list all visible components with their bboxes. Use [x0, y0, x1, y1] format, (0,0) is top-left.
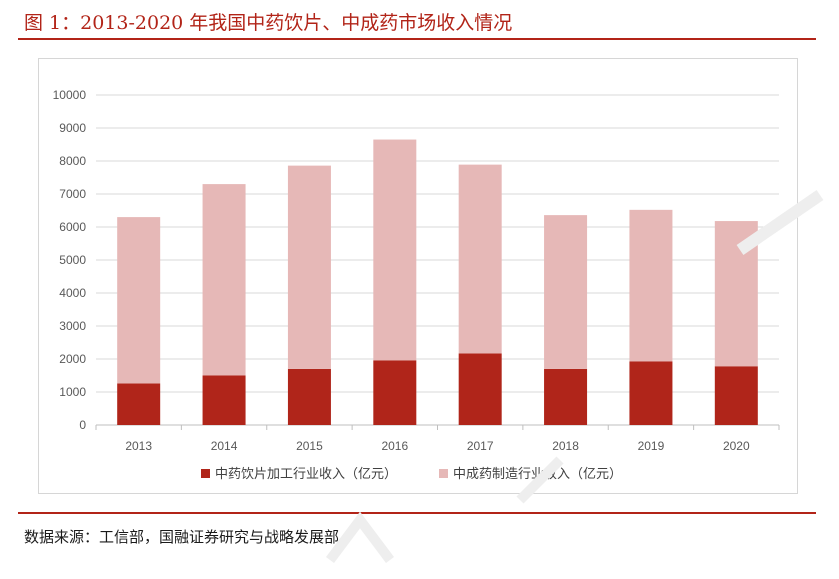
legend-swatch-decoction-pieces	[201, 469, 210, 478]
bar-segment-patent-medicine	[117, 217, 161, 384]
source-note: 数据来源：工信部，国融证券研究与战略发展部	[24, 528, 340, 546]
bar-segment-decoction-pieces	[117, 383, 161, 425]
y-tick-label: 0	[79, 418, 86, 432]
y-tick-label: 5000	[59, 253, 86, 267]
x-tick-label: 2017	[467, 439, 494, 453]
bar-segment-patent-medicine	[458, 164, 502, 354]
stacked-bar-chart: 0 1000 2000 3000 4000 5000 6000 7000 8000 9000 100…	[53, 88, 780, 482]
bar-segment-patent-medicine	[714, 221, 758, 367]
footer-divider	[18, 512, 816, 514]
y-tick-label: 8000	[59, 154, 86, 168]
bar-segment-patent-medicine	[287, 165, 331, 369]
bar-segment-decoction-pieces	[714, 366, 758, 425]
x-tick-label: 2016	[381, 439, 408, 453]
x-tick-label: 2020	[723, 439, 750, 453]
y-tick-label: 1000	[59, 385, 86, 399]
y-tick-label: 3000	[59, 319, 86, 333]
bar-segment-decoction-pieces	[287, 368, 331, 425]
bar-segment-patent-medicine	[202, 184, 246, 376]
y-tick-label: 2000	[59, 352, 86, 366]
title-divider	[18, 38, 816, 40]
x-tick-label: 2014	[211, 439, 238, 453]
y-tick-label: 10000	[53, 88, 87, 102]
x-tick-label: 2015	[296, 439, 323, 453]
bar-segment-decoction-pieces	[373, 360, 417, 425]
y-tick-label: 6000	[59, 220, 86, 234]
legend-label-decoction-pieces: 中药饮片加工行业收入（亿元）	[215, 467, 397, 482]
x-tick-label: 2019	[638, 439, 665, 453]
figure-title: 图 1：2013-2020 年我国中药饮片、中成药市场收入情况	[24, 12, 513, 34]
y-tick-label: 9000	[59, 121, 86, 135]
x-tick-label: 2013	[125, 439, 152, 453]
bar-segment-patent-medicine	[373, 139, 417, 361]
bar-segment-patent-medicine	[629, 209, 673, 362]
chart-frame: 0 1000 2000 3000 4000 5000 6000 7000 8000 9000 100…	[38, 58, 798, 494]
y-tick-label: 7000	[59, 187, 86, 201]
bar-segment-decoction-pieces	[458, 353, 502, 425]
bar-segment-patent-medicine	[544, 215, 588, 369]
bar-segment-decoction-pieces	[202, 375, 246, 425]
legend-swatch-patent-medicine	[439, 469, 448, 478]
bar-segment-decoction-pieces	[544, 368, 588, 425]
y-tick-label: 4000	[59, 286, 86, 300]
legend-label-patent-medicine: 中成药制造行业收入（亿元）	[453, 467, 622, 482]
bar-segment-decoction-pieces	[629, 361, 673, 425]
x-tick-label: 2018	[552, 439, 579, 453]
